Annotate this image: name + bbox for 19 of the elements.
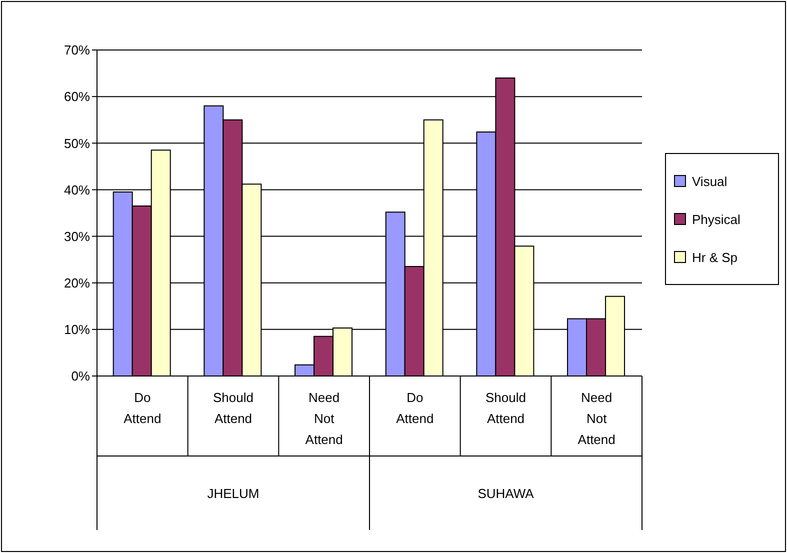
- legend-label: Hr & Sp: [692, 250, 738, 264]
- x-tick-label: Do Attend: [396, 390, 434, 426]
- x-tick-label: Should Attend: [486, 390, 526, 426]
- x-tick-label: Need Not Attend: [305, 390, 343, 447]
- y-tick-label: 50%: [64, 136, 90, 151]
- y-tick-label: 30%: [64, 228, 90, 244]
- x-tick-label: Do Attend: [124, 390, 162, 426]
- y-tick-label: 70%: [64, 42, 90, 58]
- y-tick-label: 20%: [64, 275, 90, 290]
- y-tick-label: 0%: [71, 368, 90, 384]
- legend-label: Visual: [692, 174, 728, 188]
- legend-label: Physical: [692, 212, 740, 226]
- x-tick-label: Need Not Attend: [578, 390, 616, 447]
- y-tick-label: 10%: [64, 322, 90, 338]
- text: SUHAWA: [478, 486, 534, 501]
- x-tick-label: Should Attend: [213, 390, 254, 426]
- text: JHELUM: [207, 486, 260, 501]
- y-tick-label: 40%: [64, 182, 90, 198]
- y-tick-label: 60%: [64, 89, 90, 104]
